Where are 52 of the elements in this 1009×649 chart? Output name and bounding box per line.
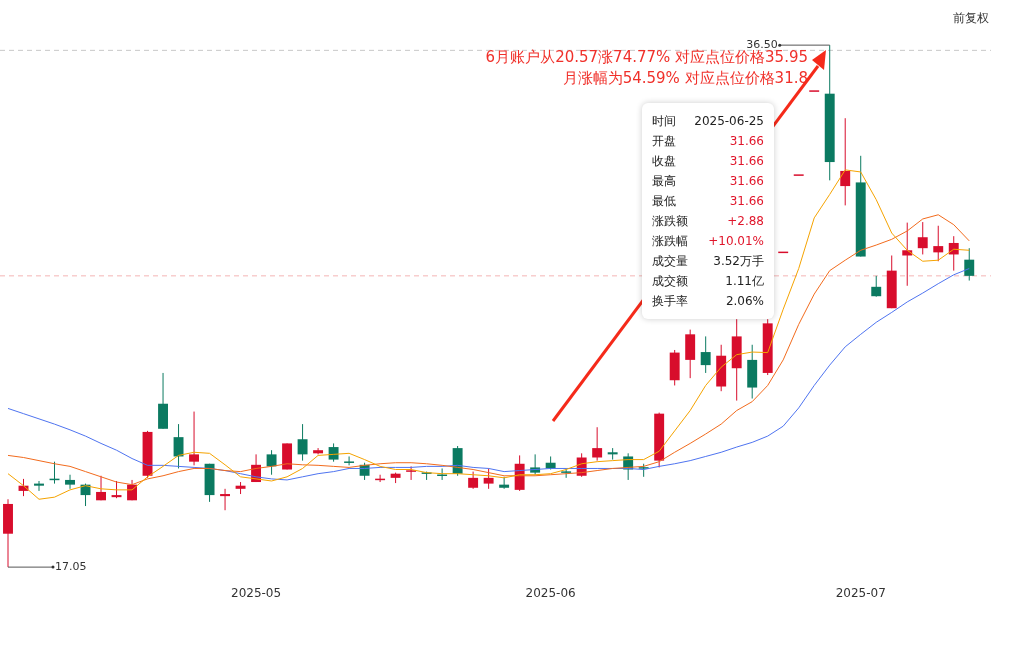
annotation: 涨跌幅 [652,233,688,250]
candlestick [406,465,417,481]
candlestick [437,467,448,481]
candlestick [483,467,494,490]
annotation: 31.66 [729,193,764,210]
candlestick [607,447,618,461]
candlestick [173,423,184,469]
annotation: 开盘 [652,133,676,150]
annotation: 31.66 [729,153,764,170]
annotation: 17.05 [55,559,87,573]
annotation: 31.66 [729,133,764,150]
annotation: 2025-06-25 [694,113,764,130]
candlestick [344,455,355,466]
candlestick [65,474,75,490]
x-tick-label: 2025-06 [525,585,576,600]
annotation: 31.66 [729,173,764,190]
annotation: 2.06% [725,293,764,310]
x-tick-label: 2025-05 [230,585,282,600]
candlestick [266,449,277,476]
candlestick [313,447,324,455]
candlestick [871,275,882,298]
candlestick [561,467,572,479]
annotation: 6月账户从20.57涨74.77% 对应点位价格35.95 [484,48,808,68]
annotation: 成交量 [652,253,688,270]
candlestick [964,247,975,282]
candlestick [189,411,200,466]
candlestick [700,335,711,374]
candlestick [96,475,106,501]
candlestick [917,221,928,255]
annotation: 时间 [652,113,676,130]
text: 前复权 [953,10,989,27]
candlestick [220,488,231,511]
annotation: +2.88 [727,213,764,230]
annotation: +10.01% [708,233,764,250]
annotation: 36.50 [746,38,778,51]
annotation: 最低 [652,193,676,210]
candlestick [499,476,510,490]
annotation: 月涨幅为54.59% 对应点位价格31.8 [561,68,808,89]
candlestick [328,442,339,463]
annotation: 收盘 [652,153,676,170]
candlestick [592,426,603,462]
annotation: 成交额 [652,273,688,290]
annotation: 最高 [652,173,676,190]
candlestick [840,117,851,206]
annotation: 涨跌额 [652,213,688,230]
annotation: 3.52万手 [713,253,764,270]
x-tick-label: 2025-07 [835,585,886,600]
candlestick [297,423,308,462]
annotation: 1.11亿 [725,273,764,290]
candlestick [34,480,44,492]
candlestick [933,225,944,262]
annotation: 换手率 [652,293,688,310]
